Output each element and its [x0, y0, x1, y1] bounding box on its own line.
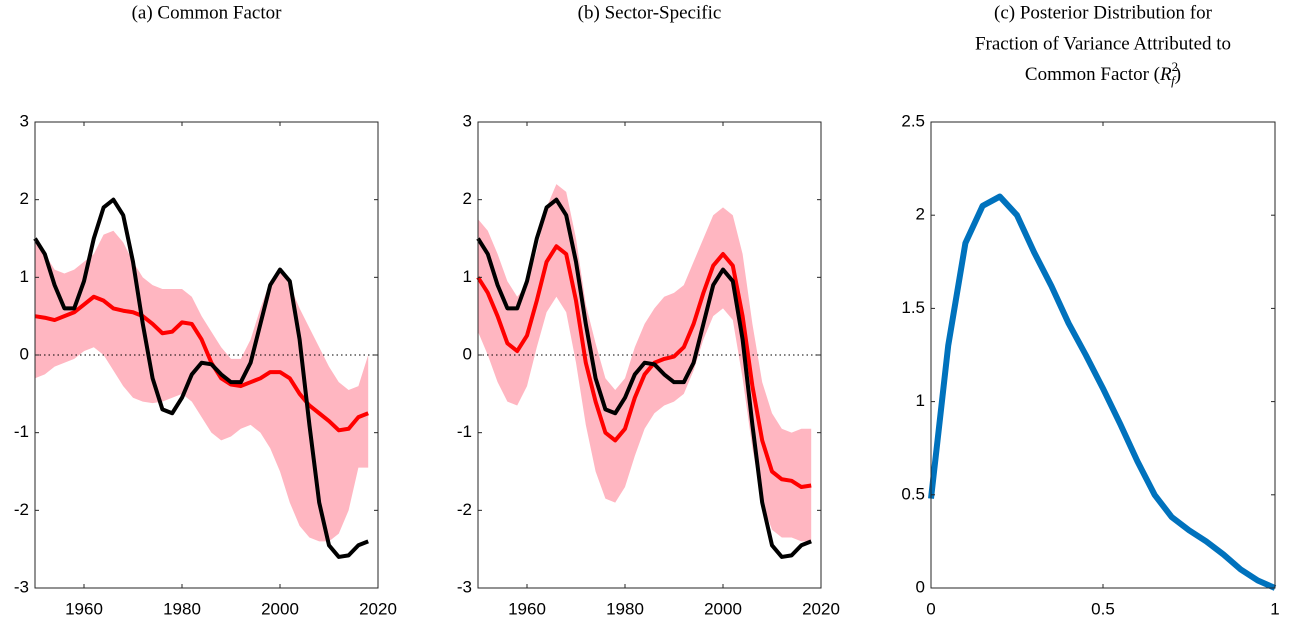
chart-title: (a) Common Factor: [132, 2, 283, 23]
y-tick-label: 2: [916, 205, 925, 224]
x-tick-label: 1960: [508, 599, 546, 618]
y-tick-label: -2: [14, 500, 29, 519]
x-tick-label: 2000: [704, 599, 742, 618]
x-tick-label: 2020: [359, 599, 397, 618]
x-tick-label: 0.5: [1091, 599, 1115, 618]
y-tick-label: -3: [457, 577, 472, 596]
y-tick-label: 0: [20, 344, 29, 363]
title-part: f: [1171, 73, 1177, 88]
y-tick-label: 3: [20, 111, 29, 130]
x-tick-label: 2000: [261, 599, 299, 618]
chart-title: Common Factor (R2 f): [1025, 59, 1181, 88]
y-tick-label: 0: [463, 344, 472, 363]
x-tick-label: 1980: [163, 599, 201, 618]
title-part: Common Factor (: [1025, 64, 1160, 85]
title-part: 2: [1172, 59, 1179, 74]
y-tick-label: 3: [463, 111, 472, 130]
y-tick-label: 0.5: [901, 484, 925, 503]
data-line: [476, 244, 812, 490]
y-tick-label: -3: [14, 577, 29, 596]
y-tick-label: 0: [916, 577, 925, 596]
x-tick-label: 2020: [802, 599, 840, 618]
y-tick-label: -2: [457, 500, 472, 519]
chart-title: Fraction of Variance Attributed to: [975, 33, 1231, 54]
y-tick-label: 2: [463, 189, 472, 208]
y-tick-label: -1: [14, 422, 29, 441]
title-part: R: [1159, 64, 1172, 85]
title-part: ): [1175, 64, 1181, 85]
y-tick-label: 1.5: [901, 298, 925, 317]
chart-title: (c) Posterior Distribution for: [994, 2, 1213, 23]
y-tick-label: -1: [457, 422, 472, 441]
data-line: [928, 193, 1277, 591]
y-tick-label: 2.5: [901, 111, 925, 130]
y-tick-label: 1: [463, 267, 472, 286]
y-tick-label: 1: [20, 267, 29, 286]
x-tick-label: 1980: [606, 599, 644, 618]
y-tick-label: 1: [916, 391, 925, 410]
y-tick-label: 2: [20, 189, 29, 208]
x-tick-label: 1: [1270, 599, 1279, 618]
data-line: [476, 197, 812, 559]
x-tick-label: 1960: [65, 599, 103, 618]
data-line: [34, 294, 369, 433]
data-line: [33, 197, 369, 559]
x-tick-label: 0: [926, 599, 935, 618]
chart-title: (b) Sector-Specific: [578, 2, 722, 23]
axes-box: [930, 121, 1276, 589]
